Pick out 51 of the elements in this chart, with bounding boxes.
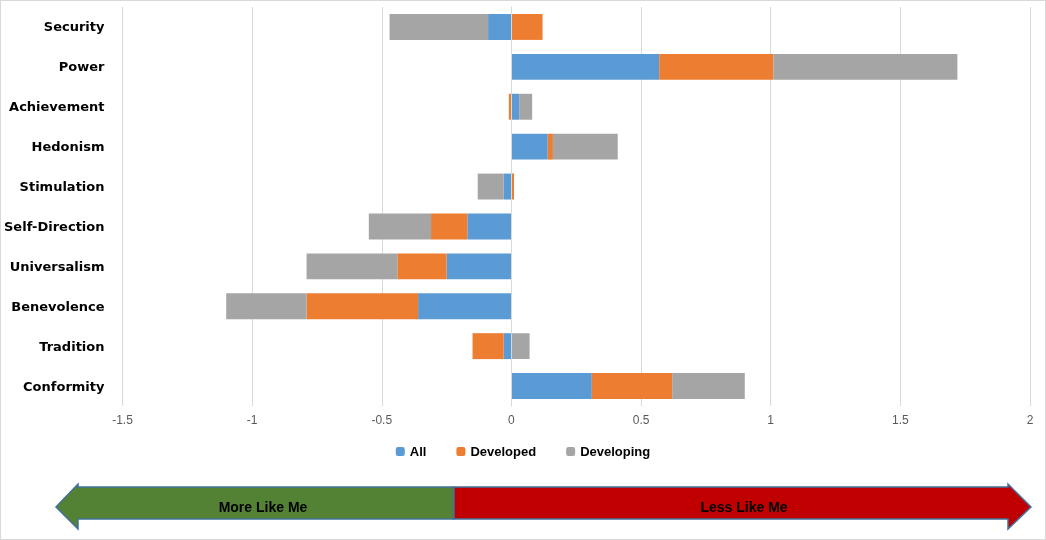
bar — [519, 93, 533, 120]
x-tick-label: 0.5 — [632, 413, 650, 427]
x-tick-label: 1.5 — [892, 413, 910, 427]
bar — [477, 173, 504, 200]
y-tick-label: Security — [43, 19, 106, 35]
bar — [773, 53, 958, 80]
bar — [472, 333, 504, 360]
y-tick-label: Stimulation — [19, 179, 105, 195]
y-tick-label: Benevolence — [11, 298, 105, 314]
y-tick-label: Universalism — [9, 258, 105, 274]
bar — [511, 333, 530, 360]
text: Less Like Me — [700, 499, 788, 515]
bar — [591, 373, 673, 400]
bar — [306, 293, 419, 320]
y-tick-label: Conformity — [23, 378, 106, 394]
y-tick-label: Hedonism — [31, 139, 105, 155]
bar — [552, 133, 618, 160]
legend-label: Developed — [470, 444, 537, 459]
text: More Like Me — [218, 499, 308, 515]
x-tick-label: -1.5 — [112, 413, 134, 427]
bar — [672, 373, 745, 400]
bar — [431, 213, 468, 240]
bar — [503, 173, 512, 200]
bar — [226, 293, 307, 320]
x-tick-label: -1 — [246, 413, 258, 427]
y-tick-label: Achievement — [9, 99, 105, 115]
y-tick-label: Power — [58, 59, 106, 75]
bar — [511, 53, 660, 80]
x-tick-label: -0.5 — [371, 413, 393, 427]
legend-label: Developing — [580, 444, 651, 459]
x-tick-label: 0 — [508, 413, 516, 427]
bar — [368, 213, 432, 240]
bar — [467, 213, 512, 240]
bar — [397, 253, 447, 280]
x-tick-label: 2 — [1026, 413, 1034, 427]
bar — [306, 253, 398, 280]
bar — [511, 93, 520, 120]
bar — [389, 13, 489, 40]
bar — [511, 13, 543, 40]
bar — [659, 53, 774, 80]
y-tick-label: Self-Direction — [4, 218, 105, 234]
legend-label: All — [409, 444, 427, 459]
bar — [511, 133, 548, 160]
bar — [547, 133, 553, 160]
bar — [446, 253, 512, 280]
x-tick-label: 1 — [767, 413, 775, 427]
bar — [488, 13, 512, 40]
bar — [503, 333, 512, 360]
bar — [418, 293, 512, 320]
bar — [511, 373, 592, 400]
y-tick-label: Tradition — [39, 338, 105, 354]
